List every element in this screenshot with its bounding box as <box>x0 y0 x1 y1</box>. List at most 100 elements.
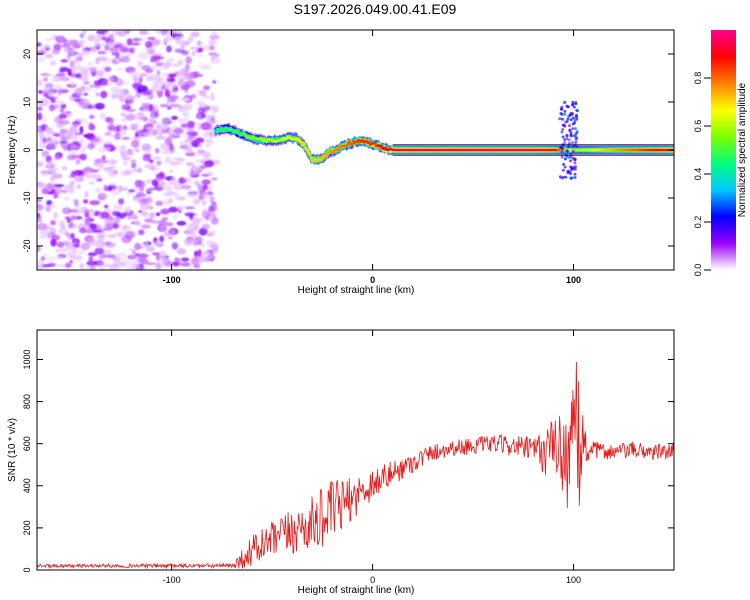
noise-blob <box>61 207 70 214</box>
ridge-scatter <box>570 111 574 115</box>
noise-blob <box>123 160 128 167</box>
noise-blob <box>166 127 171 135</box>
noise-blob <box>100 90 108 99</box>
noise-blob <box>51 167 59 172</box>
snr-series-line <box>37 361 674 570</box>
noise-blob <box>113 44 123 49</box>
noise-blob <box>204 143 212 148</box>
noise-blob <box>120 112 126 117</box>
noise-blob <box>164 101 171 109</box>
noise-blob <box>140 224 151 229</box>
noise-blob <box>124 98 131 105</box>
noise-blob <box>108 159 118 166</box>
noise-blob <box>77 249 86 255</box>
noise-blob <box>131 162 137 169</box>
noise-blob <box>138 209 143 214</box>
noise-blob <box>157 93 163 99</box>
noise-blob <box>166 222 174 227</box>
noise-blob <box>116 252 127 260</box>
noise-blob <box>173 182 184 191</box>
noise-blob <box>135 220 141 227</box>
noise-blob <box>132 230 138 234</box>
noise-blob <box>149 112 160 119</box>
noise-blob <box>197 47 204 52</box>
noise-blob <box>180 257 190 262</box>
noise-blob <box>161 117 172 126</box>
ridge-scatter <box>563 138 567 142</box>
y-tick-label: 200 <box>22 520 32 535</box>
noise-blob <box>52 157 60 161</box>
noise-blob <box>53 187 63 195</box>
noise-blob <box>193 73 204 78</box>
noise-blob <box>210 52 215 61</box>
noise-blob <box>118 261 126 266</box>
noise-blob <box>208 230 217 235</box>
noise-blob <box>203 160 215 168</box>
noise-blob <box>138 76 143 84</box>
noise-blob <box>46 127 53 131</box>
noise-blob <box>210 242 220 250</box>
noise-blob <box>94 39 101 47</box>
noise-blob <box>202 184 208 190</box>
noise-blob <box>180 43 186 50</box>
noise-blob <box>60 225 66 229</box>
noise-blob <box>144 241 149 248</box>
noise-blob <box>185 152 196 157</box>
noise-blob <box>151 252 161 256</box>
noise-blob <box>166 190 175 197</box>
noise-blob <box>196 40 202 47</box>
ridge-scatter <box>563 100 567 104</box>
x-tick-label: 0 <box>370 575 375 585</box>
noise-blob <box>146 126 155 131</box>
noise-blob <box>44 53 54 59</box>
noise-blob <box>117 231 125 239</box>
noise-blob <box>99 112 107 120</box>
y-tick-label: 1000 <box>22 349 32 369</box>
ridge-segment <box>216 127 220 131</box>
noise-blob <box>134 187 143 192</box>
noise-blob <box>171 115 179 121</box>
noise-blob <box>37 112 43 121</box>
noise-blob <box>38 131 45 137</box>
noise-blob <box>143 217 153 224</box>
colorbar-label: Normalized spectral amplitude <box>737 82 748 217</box>
spectrogram-y-axis-label: Frequency (Hz) <box>7 116 18 185</box>
noise-blob <box>155 177 164 182</box>
noise-blob <box>181 184 192 190</box>
noise-blob <box>73 174 84 183</box>
noise-blob <box>54 194 60 199</box>
noise-blob <box>197 184 203 190</box>
noise-blob <box>201 44 211 52</box>
noise-blob <box>75 158 81 165</box>
y-tick-label: 400 <box>22 478 32 493</box>
noise-blob <box>202 131 209 138</box>
noise-blob <box>143 163 153 169</box>
noise-blob <box>204 253 214 260</box>
noise-blob <box>168 236 173 240</box>
noise-blob <box>94 247 105 255</box>
noise-blob <box>205 240 215 244</box>
noise-blob <box>50 228 57 232</box>
noise-blob <box>192 166 202 173</box>
noise-blob <box>67 243 72 250</box>
noise-blob <box>113 30 119 36</box>
noise-blob <box>89 84 95 89</box>
ridge-segment <box>220 127 224 130</box>
noise-blob <box>81 70 88 79</box>
noise-blob <box>37 183 45 189</box>
noise-blob <box>121 155 131 161</box>
noise-blob <box>169 103 181 108</box>
noise-blob <box>37 106 43 112</box>
noise-blob <box>210 177 218 181</box>
noise-blob <box>141 210 149 217</box>
noise-blob <box>168 169 174 173</box>
noise-blob <box>37 198 43 203</box>
ridge-scatter <box>569 118 573 122</box>
noise-blob <box>186 120 195 129</box>
ridge-segment <box>299 140 303 144</box>
noise-blob <box>55 35 66 44</box>
noise-blob <box>82 30 87 35</box>
ridge-segment <box>219 129 223 133</box>
noise-blob <box>154 30 162 33</box>
noise-blob <box>44 255 56 262</box>
